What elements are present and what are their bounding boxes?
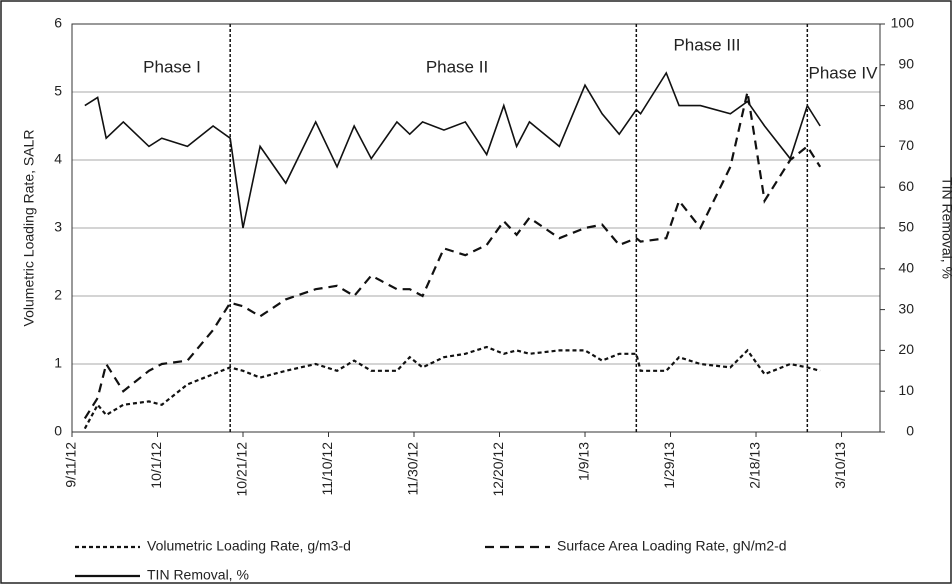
y2-tick-label: 60	[898, 178, 914, 194]
y-tick-label: 6	[54, 15, 62, 31]
x-tick-label: 3/10/13	[832, 442, 848, 489]
y-tick-label: 2	[54, 287, 62, 303]
series-line	[84, 71, 821, 229]
x-tick-label: 2/18/13	[747, 442, 763, 489]
y2-tick-label: 90	[898, 56, 914, 72]
y2-tick-label: 80	[898, 96, 914, 112]
y2-tick-label: 20	[898, 341, 914, 357]
y-tick-label: 0	[54, 423, 62, 439]
y2-axis-label: TIN Removal, %	[939, 177, 952, 279]
legend-label: Surface Area Loading Rate, gN/m2-d	[557, 538, 787, 554]
series-line	[83, 345, 821, 430]
phase-label: Phase II	[426, 57, 488, 76]
series-line	[83, 91, 822, 419]
x-tick-label: 1/9/13	[576, 442, 592, 481]
y2-tick-label: 50	[898, 219, 914, 235]
legend-label: TIN Removal, %	[147, 567, 249, 583]
y2-tick-label: 100	[891, 15, 915, 31]
phase-label: Phase I	[143, 57, 201, 76]
y2-tick-label: 30	[898, 300, 914, 316]
y2-tick-label: 70	[898, 137, 914, 153]
y-tick-label: 1	[54, 355, 62, 371]
x-tick-label: 1/29/13	[661, 442, 677, 489]
phase-label: Phase IV	[809, 63, 879, 82]
x-tick-label: 11/10/12	[319, 442, 335, 496]
y2-tick-label: 40	[898, 260, 914, 276]
phase-label: Phase III	[673, 35, 740, 54]
plot-frame	[71, 23, 881, 433]
y-tick-label: 4	[54, 151, 62, 167]
y-tick-label: 5	[54, 83, 62, 99]
x-tick-label: 11/30/12	[405, 442, 421, 496]
y2-tick-label: 0	[906, 423, 914, 439]
x-tick-label: 10/21/12	[234, 442, 250, 497]
x-tick-label: 12/20/12	[490, 442, 506, 497]
x-tick-label: 10/1/12	[148, 442, 164, 489]
y2-tick-label: 10	[898, 382, 914, 398]
y-tick-label: 3	[54, 219, 62, 235]
y-axis-label: Volumetric Loading Rate, SALR	[21, 130, 37, 327]
x-tick-label: 9/11/12	[63, 442, 79, 488]
legend-label: Volumetric Loading Rate, g/m3-d	[147, 538, 351, 554]
